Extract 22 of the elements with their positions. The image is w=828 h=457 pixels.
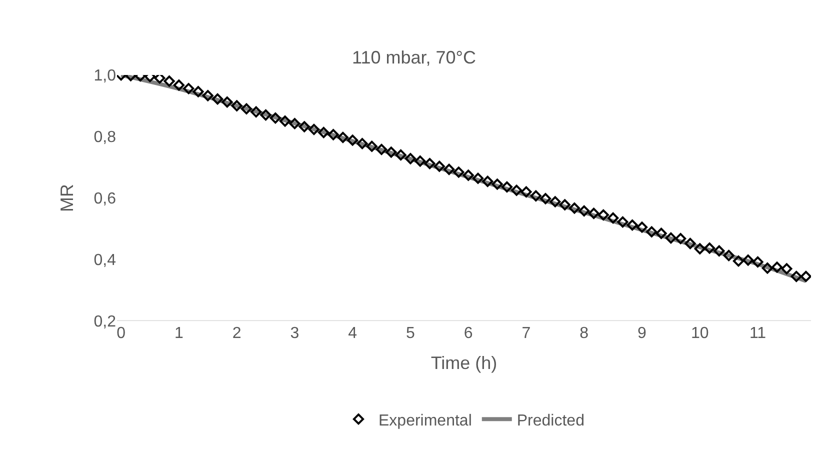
- x-axis-title: Time (h): [430, 353, 498, 374]
- x-tick-label: 3: [290, 325, 300, 342]
- x-tick-label: 4: [348, 325, 358, 342]
- y-tick-label: 0,6: [94, 190, 116, 208]
- x-tick-label: 5: [406, 325, 416, 342]
- x-tick-label: 7: [522, 325, 531, 342]
- chart-title: 110 mbar, 70°C: [352, 47, 476, 68]
- x-tick-label: 2: [232, 325, 242, 342]
- x-tick-label: 8: [580, 325, 589, 342]
- legend-label: Predicted: [516, 412, 584, 430]
- x-tick-label: 9: [638, 325, 647, 342]
- x-tick-label: 10: [690, 325, 709, 342]
- x-tick-label: 1: [174, 325, 184, 342]
- y-tick-label: 1,0: [94, 68, 116, 85]
- y-tick-label: 0,4: [94, 252, 116, 270]
- y-tick-label: 0,8: [94, 129, 116, 146]
- y-axis-title: MR: [56, 184, 77, 212]
- x-tick-label: 11: [749, 325, 766, 342]
- x-tick-label: 0: [116, 325, 126, 342]
- x-tick-label: 6: [464, 325, 473, 342]
- legend-label: Experimental: [378, 412, 472, 430]
- y-tick-label: 0,2: [94, 314, 116, 331]
